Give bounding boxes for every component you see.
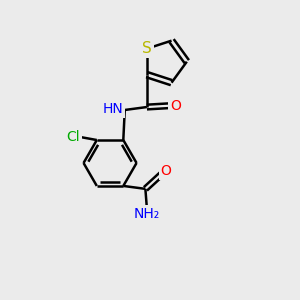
Text: O: O bbox=[170, 99, 181, 112]
Text: O: O bbox=[160, 164, 171, 178]
Text: NH₂: NH₂ bbox=[134, 207, 160, 221]
Text: S: S bbox=[142, 41, 152, 56]
Text: Cl: Cl bbox=[66, 130, 80, 144]
Text: HN: HN bbox=[103, 102, 123, 116]
